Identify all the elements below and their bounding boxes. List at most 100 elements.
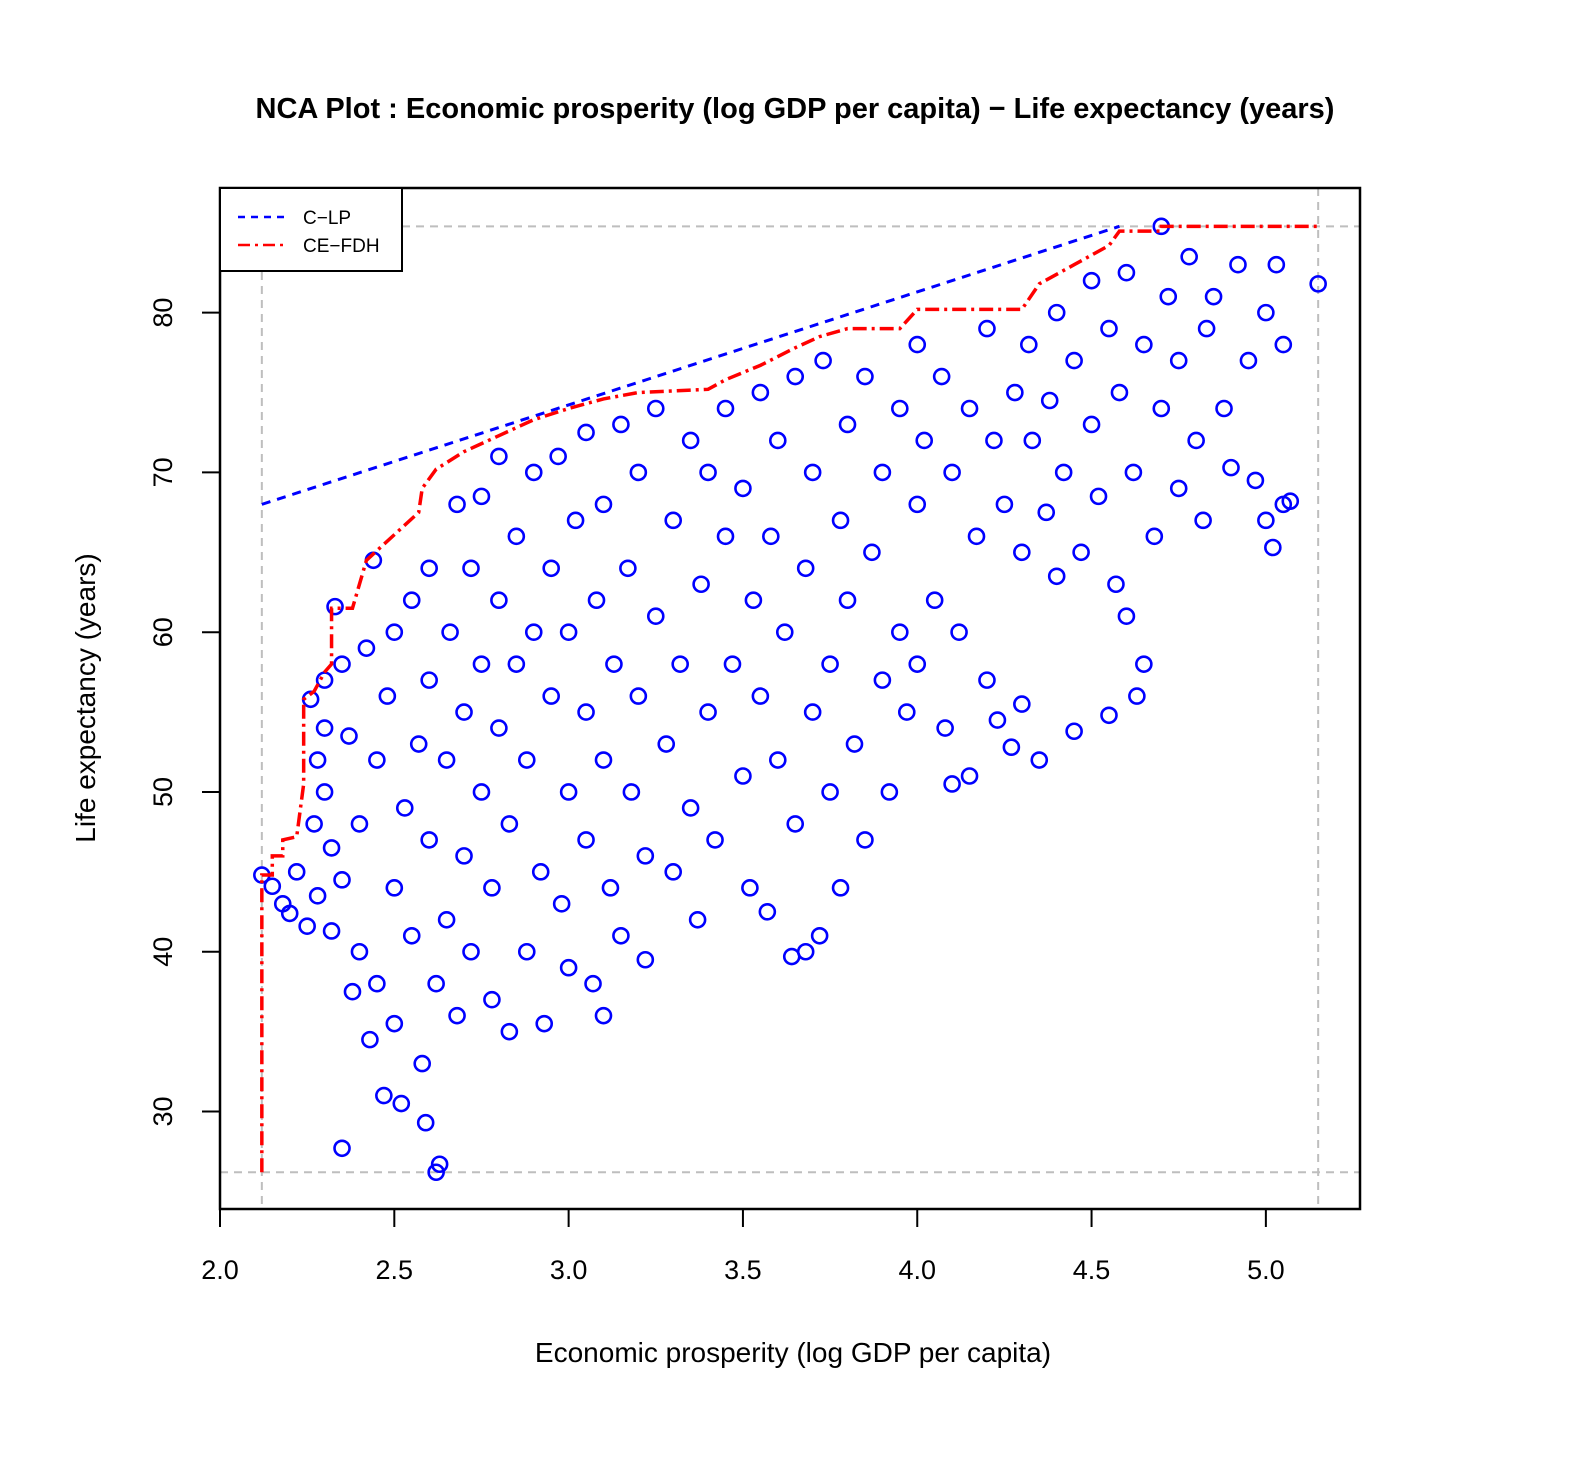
data-point [566, 511, 585, 530]
data-point [786, 367, 805, 386]
data-point [395, 799, 414, 817]
data-point [524, 623, 543, 641]
data-point [378, 687, 397, 705]
data-point [612, 926, 630, 945]
y-tick-label: 80 [148, 298, 178, 328]
data-point [880, 783, 899, 801]
data-point [734, 479, 752, 498]
data-point [584, 974, 602, 993]
data-point [427, 1163, 445, 1182]
data-point [664, 863, 683, 881]
data-point [333, 1139, 351, 1158]
data-point [1187, 431, 1205, 450]
data-point [500, 815, 519, 833]
cefdh-ceiling-line [260, 224, 1319, 1173]
data-point [343, 982, 362, 1001]
scatter-points [253, 217, 1327, 1182]
data-point [577, 423, 595, 442]
data-point [1169, 351, 1188, 370]
data-point [385, 879, 404, 897]
data-point [420, 559, 438, 578]
data-point [681, 799, 700, 817]
x-tick-label: 3.0 [550, 1255, 588, 1285]
data-point [542, 687, 560, 705]
data-point [821, 783, 839, 801]
data-point [1082, 271, 1101, 290]
data-point [559, 958, 578, 977]
data-point [500, 1022, 519, 1041]
data-point [796, 942, 815, 961]
data-point [350, 942, 369, 961]
data-point [1145, 527, 1164, 546]
data-point [723, 655, 742, 673]
data-point [1054, 463, 1073, 482]
data-point [402, 591, 421, 610]
data-point [1072, 543, 1090, 562]
data-point [1267, 255, 1286, 274]
data-point [995, 495, 1014, 514]
data-point [622, 783, 641, 801]
data-point [751, 687, 770, 705]
data-point [636, 847, 655, 865]
data-point [1047, 567, 1066, 586]
data-point [1110, 383, 1129, 402]
data-point [1194, 511, 1212, 530]
data-point [831, 879, 850, 897]
data-point [542, 559, 560, 578]
data-point [803, 703, 822, 721]
data-point [664, 511, 683, 530]
data-point [483, 879, 501, 897]
data-point [1013, 543, 1031, 562]
data-point [1082, 415, 1101, 434]
data-point [577, 703, 595, 721]
data-point [315, 719, 334, 737]
y-tick-label: 40 [148, 937, 178, 967]
data-point [873, 671, 892, 689]
data-point [612, 415, 630, 434]
data-point [448, 495, 466, 514]
data-point [287, 863, 306, 881]
data-point [601, 879, 620, 897]
chart-title: NCA Plot : Economic prosperity (log GDP … [256, 93, 1335, 125]
data-point [1089, 487, 1108, 506]
data-point [298, 917, 316, 935]
data-point [322, 922, 341, 940]
data-point [549, 447, 567, 466]
data-point [1065, 351, 1083, 370]
data-point [308, 887, 327, 905]
legend-clp-label: C−LP [303, 208, 351, 229]
data-point [706, 831, 724, 849]
data-point [863, 543, 881, 562]
data-point [420, 671, 438, 689]
data-point [925, 591, 944, 610]
data-point [831, 511, 850, 530]
data-point [744, 591, 763, 610]
data-point [873, 463, 892, 482]
data-point [1246, 471, 1265, 490]
data-point [838, 591, 857, 610]
data-point [308, 751, 327, 769]
data-point [409, 735, 428, 753]
data-point [838, 415, 857, 434]
data-point [1117, 607, 1136, 626]
y-tick-label: 70 [148, 457, 178, 487]
data-point [1281, 492, 1300, 510]
data-point [681, 431, 700, 450]
data-point [891, 623, 909, 641]
data-point [936, 719, 954, 737]
data-point [908, 335, 927, 354]
data-point [1215, 399, 1233, 418]
data-point [385, 1014, 404, 1033]
data-point [1169, 479, 1188, 498]
legend-box [219, 187, 403, 272]
data-point [333, 871, 351, 889]
data-point [437, 751, 456, 769]
data-point [605, 655, 623, 673]
data-point [915, 431, 934, 450]
data-point [629, 463, 648, 482]
data-point [326, 597, 344, 616]
data-point [1135, 335, 1153, 354]
data-point [1065, 722, 1083, 741]
data-point [1159, 287, 1178, 306]
